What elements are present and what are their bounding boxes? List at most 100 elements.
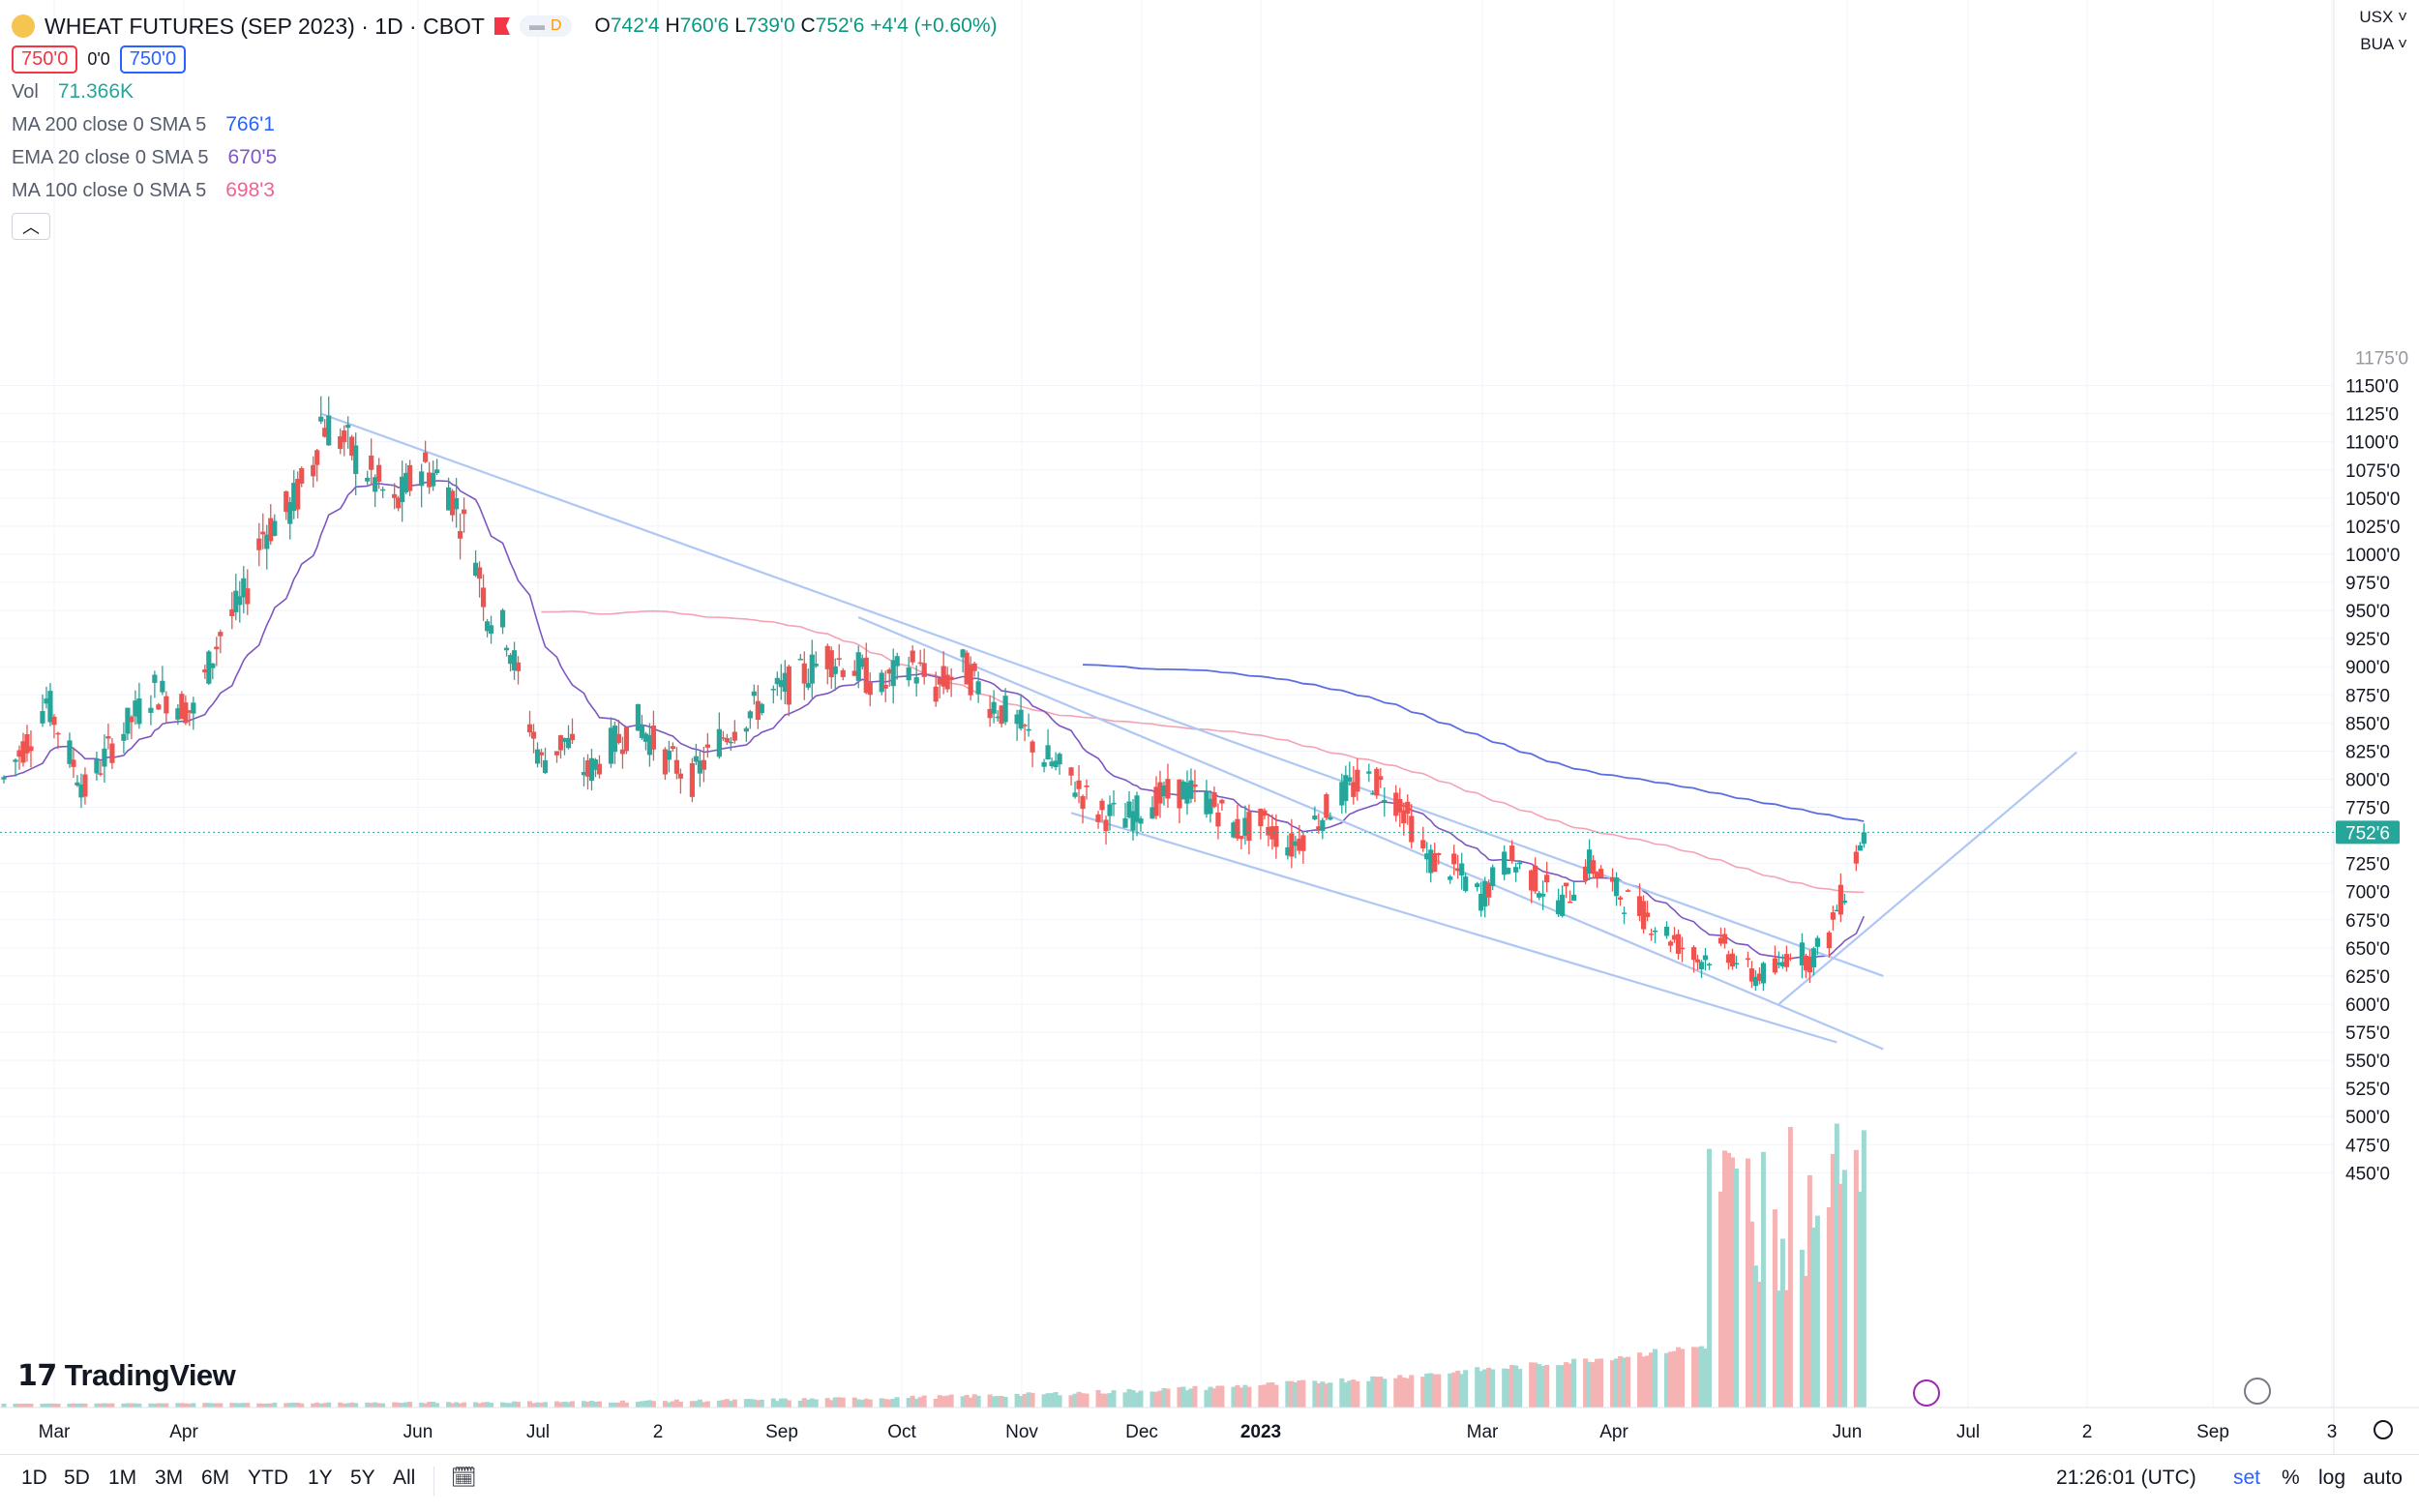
lightning-icon[interactable] [1913,1379,1940,1407]
candle-body [345,425,351,429]
trendline[interactable] [857,616,1884,1051]
volume-bar [569,1401,575,1408]
tradingview-logo[interactable]: 𝟭𝟳 TradingView [17,1358,236,1393]
candle-body [264,534,270,549]
volume-bar [539,1402,545,1408]
price-tick-label: 600'0 [2345,995,2390,1016]
volume-bar [728,1401,733,1408]
volume-bar [1756,1281,1762,1408]
candle-body [1725,954,1732,964]
timeframe-1m[interactable]: 1M [108,1467,137,1489]
candle-body [971,663,977,671]
hourglass-icon[interactable] [2244,1378,2271,1405]
candle-body [801,663,807,684]
symbol-title[interactable]: WHEAT FUTURES (SEP 2023) · 1D · CBOT [45,13,485,39]
buy-button[interactable]: 750'0 [119,44,187,74]
volume-bar [1208,1386,1213,1408]
collapse-legend-button[interactable]: ︿ [12,213,50,240]
indicator-row[interactable]: Vol 71.366K [12,75,997,108]
timeframe-1d[interactable]: 1D [21,1467,47,1489]
candle-body [944,674,950,690]
unit-select[interactable]: BUA ˅ [2360,35,2407,54]
candle-body [1772,958,1778,973]
candle-body [1667,941,1674,946]
log-toggle[interactable]: log [2318,1467,2346,1489]
timeframe-1y[interactable]: 1Y [308,1467,333,1489]
volume-bar [489,1403,494,1408]
volume-bar [941,1396,946,1408]
auto-toggle[interactable]: auto [2363,1467,2403,1489]
candle-body [975,681,981,695]
volume-bar [1455,1370,1461,1408]
price-chart[interactable]: 1175'0 1150'0 1125'0 1100'0 1075'0 1050'0 1025… [0,0,2419,1454]
indicator-row[interactable]: EMA 20 close 0 SMA 5 670'5 [12,141,997,174]
volume-bar [1841,1170,1847,1408]
candle-body [1436,852,1442,855]
candle-body [164,696,169,714]
candle-body [1586,849,1593,875]
indicator-row[interactable]: MA 100 close 0 SMA 5 698'3 [12,174,997,207]
volume-bar [1126,1388,1132,1408]
chevron-down-icon: ˅ [2398,8,2407,26]
timeframe-3m[interactable]: 3M [155,1467,184,1489]
volume-bar [318,1403,324,1408]
candle-body [515,662,522,671]
delay-badge: D [550,17,562,34]
market-closed-flag-icon[interactable] [493,17,510,35]
calendar-icon[interactable]: 🗓 [451,1467,477,1489]
candle-body [133,700,138,717]
volume-bar [28,1403,34,1408]
volume-bar [400,1403,405,1408]
candle-body [94,758,100,774]
volume-bar [910,1395,915,1408]
timeframe-all[interactable]: All [393,1467,416,1489]
price-tick-label: 550'0 [2345,1052,2390,1072]
timeframe-5y[interactable]: 5Y [350,1467,375,1489]
volume-bar [1614,1358,1620,1408]
timeframe-ytd[interactable]: YTD [248,1467,288,1489]
timeframe-6m[interactable]: 6M [201,1467,230,1489]
timeframe-5d[interactable]: 5D [64,1467,90,1489]
percent-toggle[interactable]: % [2282,1467,2300,1489]
volume-bar [1745,1158,1750,1408]
volume-bar [1706,1148,1712,1408]
eye-slash-icon: ▬ [528,17,545,34]
volume-bar [801,1398,807,1408]
volume-bar [1188,1388,1194,1408]
candle-body [1262,810,1268,816]
sell-button[interactable]: 750'0 [12,44,78,74]
visibility-toggle[interactable]: ▬ D [519,15,572,37]
open-label: O [594,15,611,37]
candle-body [1459,863,1465,876]
candle-body [179,694,185,720]
volume-bar [369,1403,374,1408]
volume-bar [287,1403,293,1408]
candle-body [105,736,111,739]
volume-bar [1622,1357,1628,1408]
volume-bar [1641,1356,1647,1408]
volume-bar [311,1403,316,1408]
volume-bar [1432,1374,1438,1408]
indicator-row[interactable]: MA 200 close 0 SMA 5 766'1 [12,108,997,141]
session-toggle[interactable]: set [2233,1467,2261,1489]
settings-gear-icon[interactable] [2374,1420,2393,1439]
candle-body [136,697,142,725]
trendline[interactable] [320,412,1884,977]
volume-bar [774,1401,780,1408]
candle-body [1537,893,1542,898]
volume-bar [1803,1275,1808,1408]
indicator-name: Vol [12,80,39,103]
candle-body [13,759,18,762]
trendline[interactable] [1070,812,1837,1044]
currency-select[interactable]: USX ˅ [2359,8,2407,27]
volume-bar [345,1403,351,1408]
last-price-badge [2336,820,2400,845]
utc-clock[interactable]: 21:26:01 (UTC) [2056,1467,2196,1489]
candle-body [457,530,463,539]
trendline[interactable] [1777,751,2077,1005]
candle-body [782,672,788,693]
volume-bar [20,1403,26,1408]
candle-body [419,471,425,487]
volume-bar [206,1403,212,1408]
candle-body [646,734,653,756]
